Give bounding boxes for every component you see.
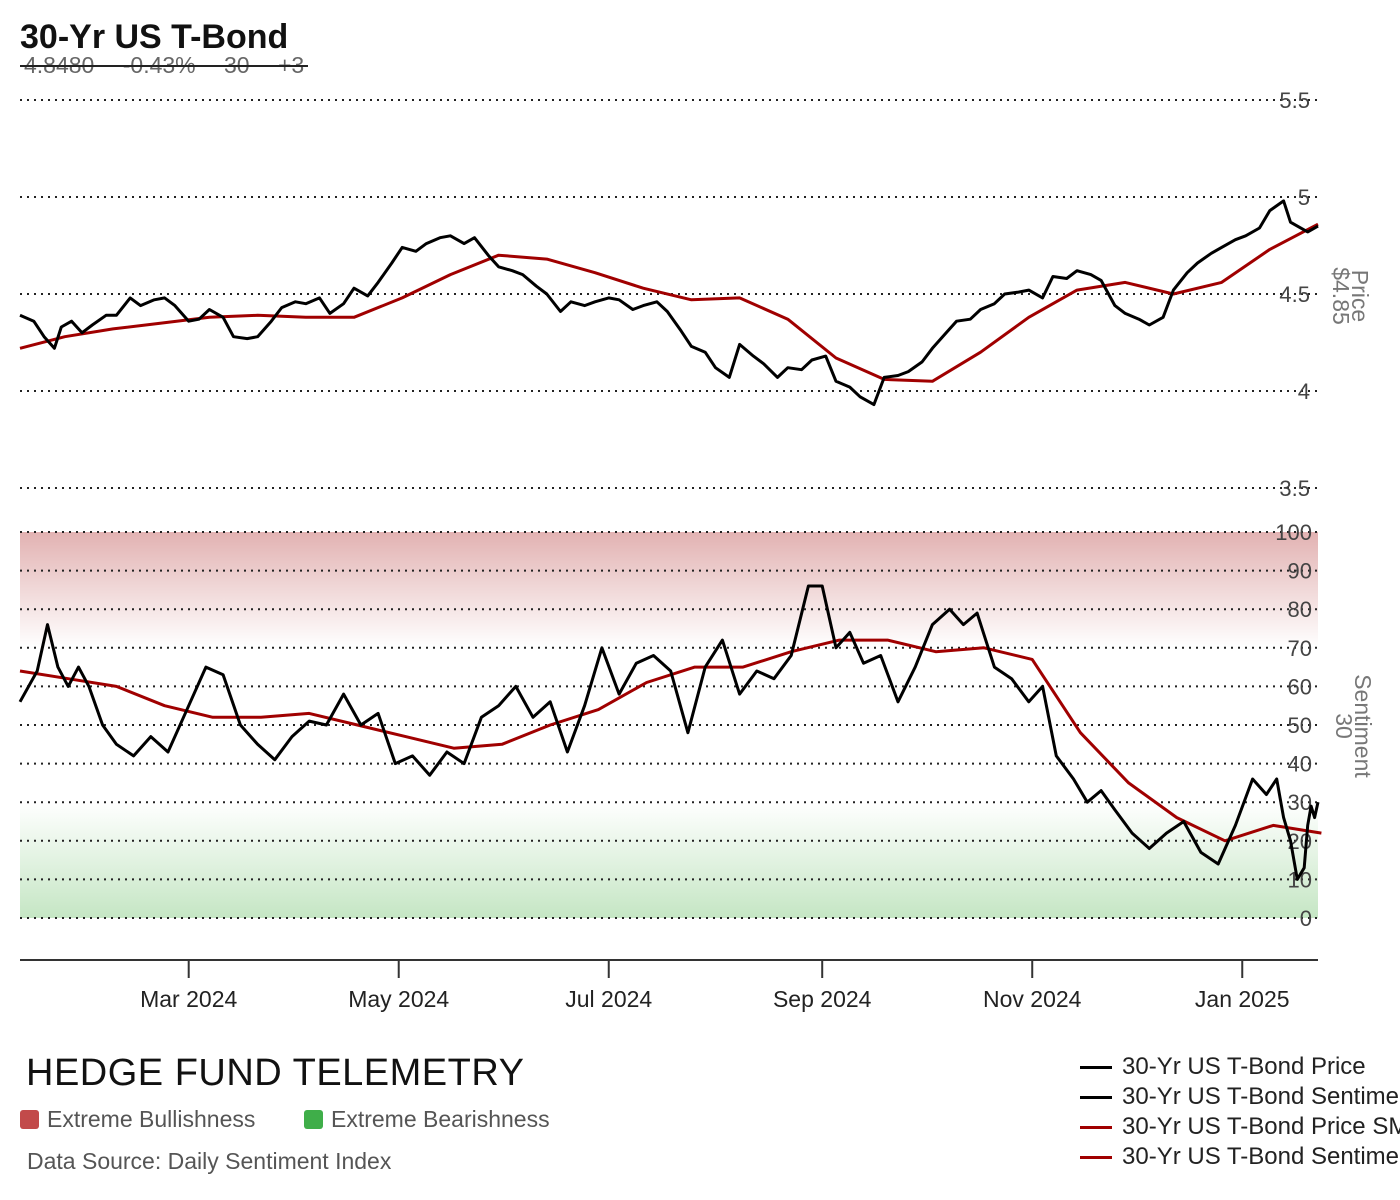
- bearish-key: Extreme Bearishness: [304, 1106, 550, 1133]
- bearish-swatch: [304, 1110, 323, 1129]
- x-tick-label: Sep 2024: [773, 986, 872, 1012]
- price-tick-label: 3.5: [1279, 476, 1310, 501]
- sentiment-line: [18, 584, 1320, 881]
- brand-name: HEDGE FUND TELEMETRY: [26, 1052, 525, 1094]
- bullish-swatch: [20, 1110, 39, 1129]
- sentiment-tick-label: 100: [1275, 520, 1312, 545]
- legend-line-price-sma: [1080, 1125, 1112, 1129]
- extreme-bearish-band: [20, 802, 1318, 918]
- legend-label: 30-Yr US T-Bond Price: [1122, 1053, 1366, 1080]
- bullish-key: Extreme Bullishness: [20, 1106, 255, 1133]
- price-axis-label: Price: [1347, 270, 1373, 322]
- stats-strike-line: [20, 65, 308, 67]
- legend: 30-Yr US T-Bond Price 30-Yr US T-Bond Se…: [1080, 1052, 1400, 1172]
- legend-item[interactable]: 30-Yr US T-Bond Sentiment: [1080, 1082, 1400, 1112]
- legend-line-sentiment-sma: [1080, 1155, 1112, 1159]
- sentiment-tick-label: 30: [1288, 790, 1312, 815]
- legend-line-price: [1080, 1065, 1112, 1069]
- sentiment-current-label: 30: [1331, 713, 1357, 739]
- x-tick-label: Jul 2024: [565, 986, 652, 1012]
- legend-line-sentiment: [1080, 1095, 1112, 1099]
- extreme-bullish-band: [20, 532, 1318, 648]
- legend-label: 30-Yr US T-Bond Sentiment: [1122, 1083, 1400, 1110]
- x-tick-label: Mar 2024: [140, 986, 237, 1012]
- price-line: [19, 199, 1319, 407]
- sentiment-tick-label: 10: [1288, 867, 1312, 892]
- data-source: Data Source: Daily Sentiment Index: [27, 1148, 392, 1174]
- price-tick-label: 5: [1298, 185, 1310, 210]
- sentiment-tick-label: 50: [1288, 713, 1312, 738]
- legend-label: 30-Yr US T-Bond Sentiment SMA: [1122, 1143, 1400, 1170]
- legend-item[interactable]: 30-Yr US T-Bond Price SMA: [1080, 1112, 1400, 1142]
- sentiment-tick-label: 70: [1288, 636, 1312, 661]
- price-tick-label: 4.5: [1279, 282, 1310, 307]
- legend-item[interactable]: 30-Yr US T-Bond Price: [1080, 1052, 1400, 1082]
- legend-item[interactable]: 30-Yr US T-Bond Sentiment SMA: [1080, 1142, 1400, 1172]
- price-sma-line: [19, 222, 1319, 383]
- x-tick-label: May 2024: [348, 986, 449, 1012]
- chart-title: 30-Yr US T-Bond: [20, 18, 289, 56]
- sentiment-axis-label: Sentiment: [1350, 674, 1376, 778]
- price-tick-label: 4: [1298, 379, 1310, 404]
- chart-canvas: 3.544.555.50102030405060708090100Price$4…: [18, 88, 1376, 1012]
- sentiment-tick-label: 90: [1288, 559, 1312, 584]
- x-tick-label: Nov 2024: [983, 986, 1082, 1012]
- sentiment-tick-label: 80: [1288, 597, 1312, 622]
- sentiment-tick-label: 0: [1300, 906, 1312, 931]
- price-current-label: $4.85: [1328, 267, 1354, 325]
- bearish-label: Extreme Bearishness: [331, 1106, 550, 1132]
- x-tick-label: Jan 2025: [1195, 986, 1290, 1012]
- sentiment-tick-label: 40: [1288, 752, 1312, 777]
- bullish-label: Extreme Bullishness: [47, 1106, 256, 1132]
- legend-label: 30-Yr US T-Bond Price SMA: [1122, 1113, 1400, 1140]
- price-tick-label: 5.5: [1279, 88, 1310, 113]
- sentiment-tick-label: 60: [1288, 674, 1312, 699]
